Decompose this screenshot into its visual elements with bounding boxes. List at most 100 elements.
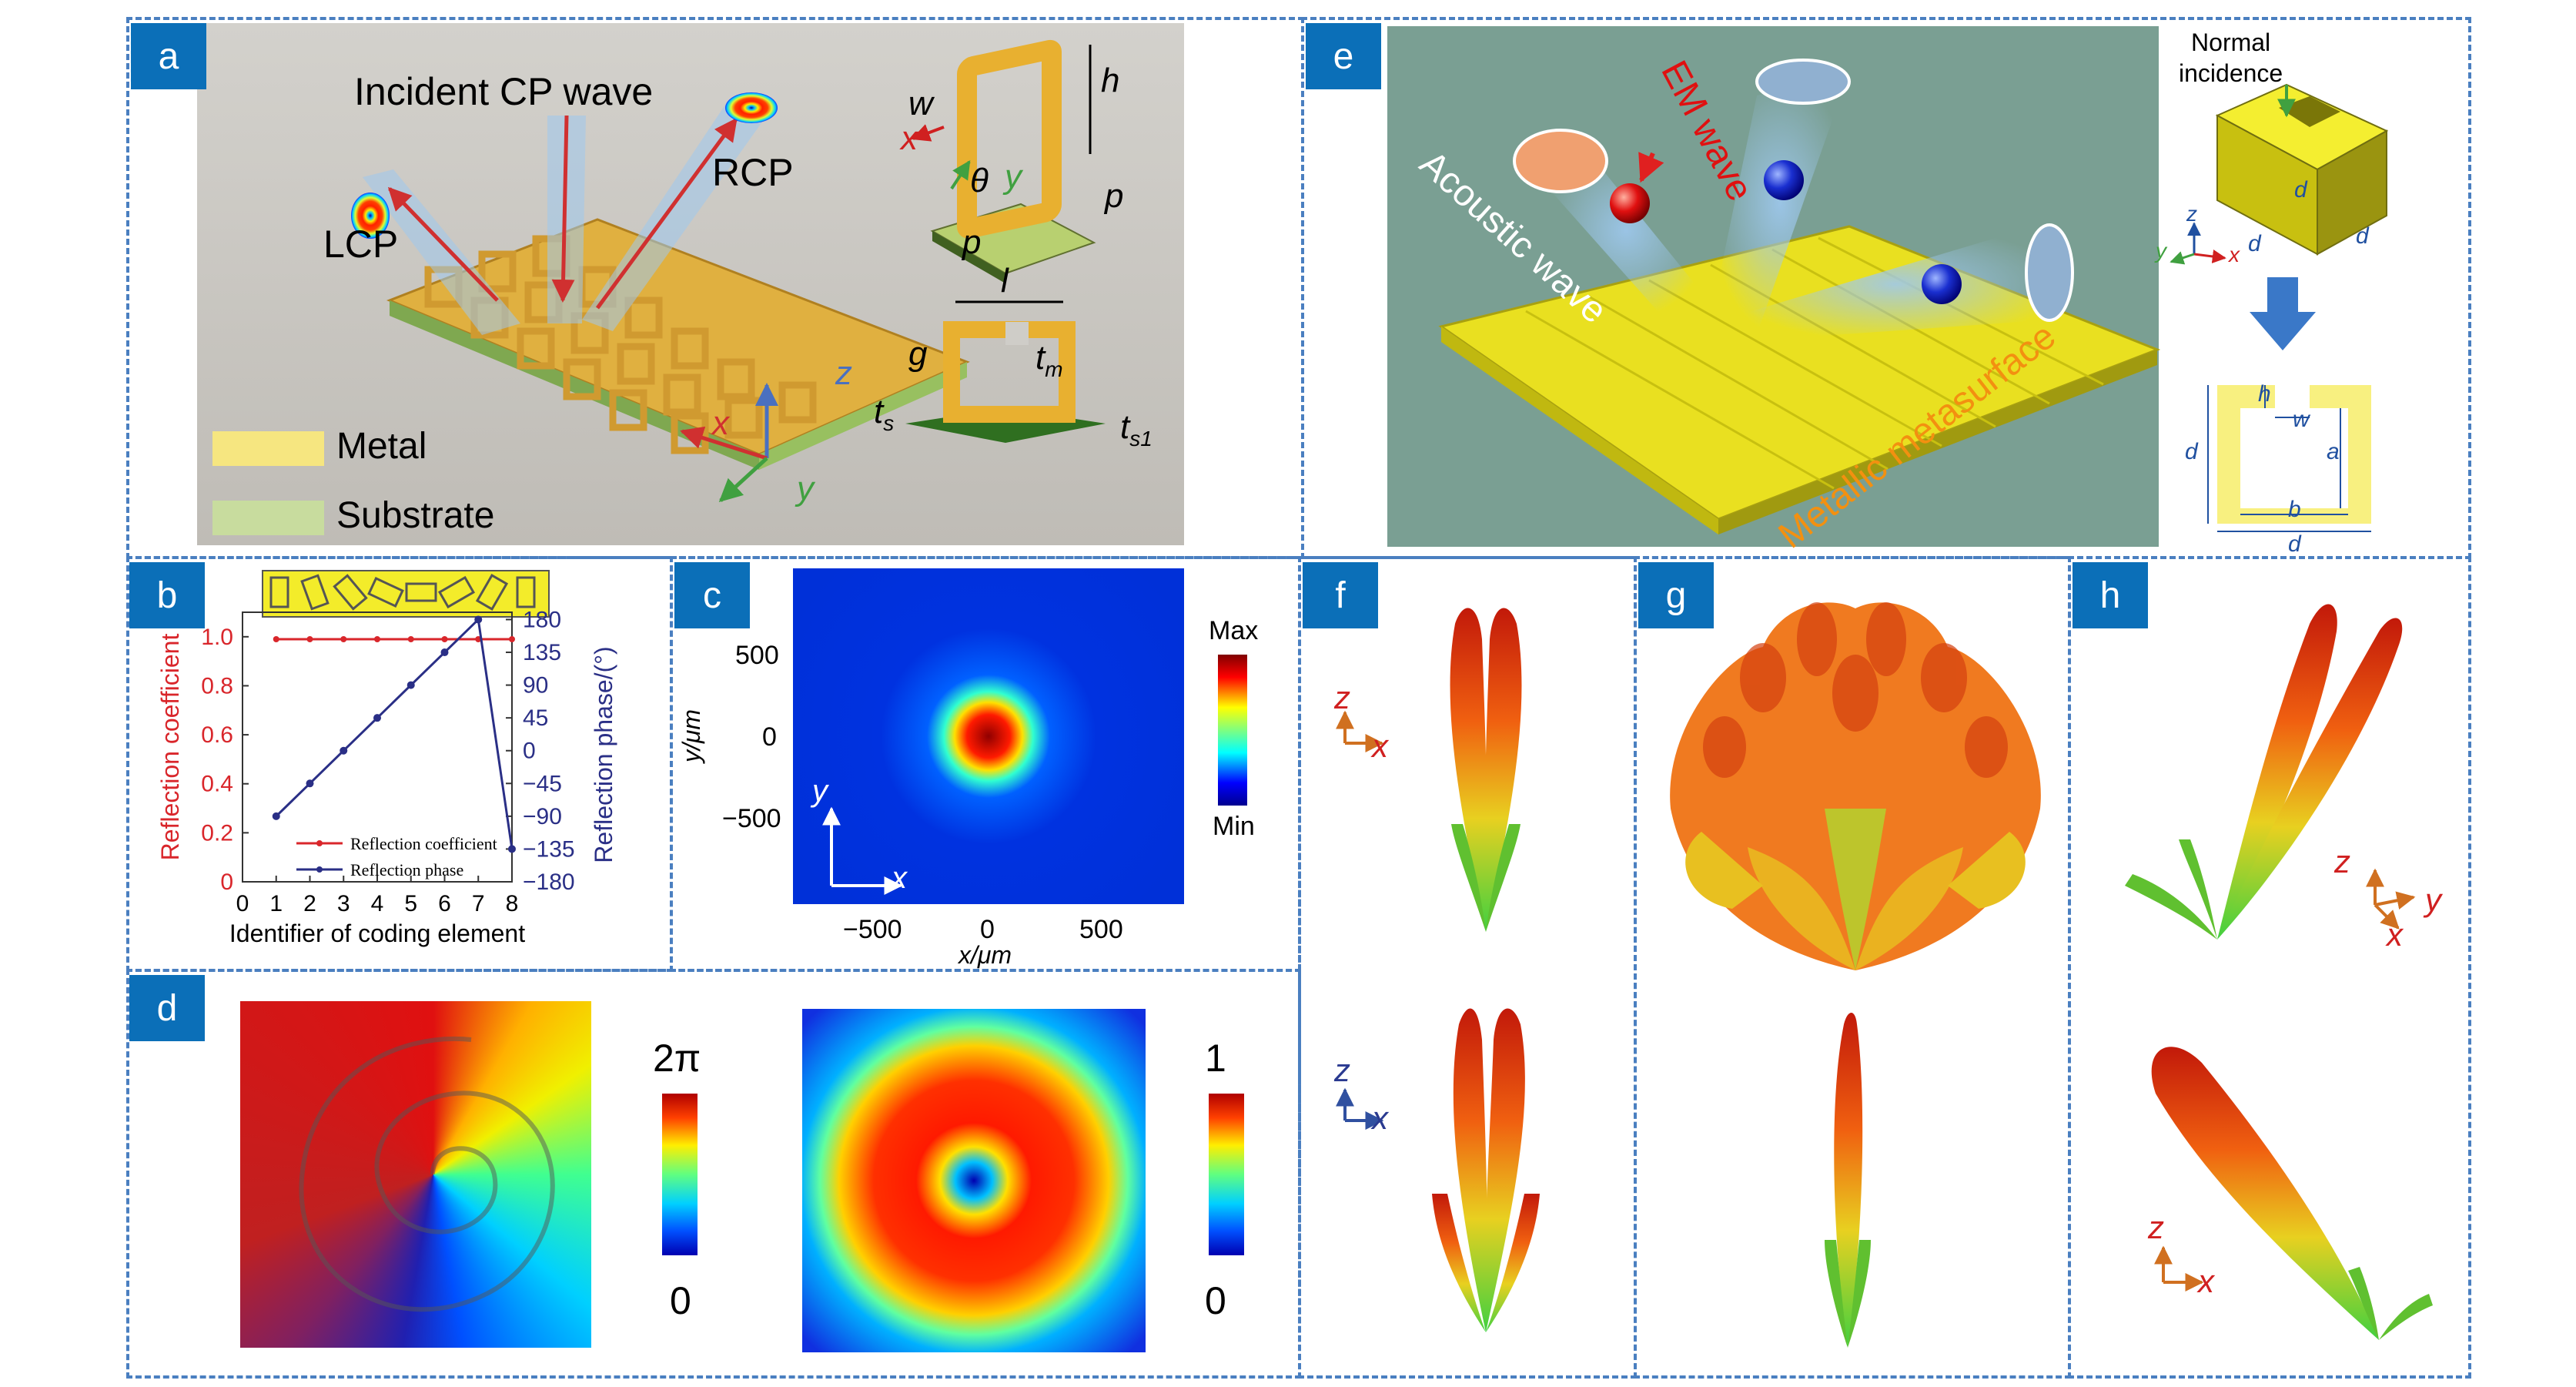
dim-w-e: w (2293, 407, 2310, 432)
u-cell-3d (2215, 83, 2389, 256)
axis-z-label-a: z (835, 354, 852, 392)
dim-g: g (908, 335, 928, 373)
point-reflection-phase (474, 615, 483, 624)
radiation-pattern-h-bottom (2151, 1047, 2433, 1340)
c-axes-glyph (822, 806, 903, 895)
colorbar-c (1218, 655, 1247, 806)
x-tick-label: 3 (337, 891, 350, 916)
panel-label-h: h (2073, 562, 2148, 628)
radiation-pattern-g-top (1670, 602, 2041, 970)
axis-x-label-a: x (712, 404, 729, 442)
dim-w: w (908, 85, 933, 122)
dim-h-e: h (2258, 381, 2271, 407)
y-right-tick-label: −135 (523, 836, 575, 862)
y-right-axis-label: Reflection phase/(°) (590, 646, 617, 863)
h-axis-y-1: y (2425, 882, 2441, 918)
panel-label-c: c (674, 562, 750, 628)
panel-label-g: g (1638, 562, 1714, 628)
y-right-tick-label: −180 (523, 869, 575, 895)
panel-h (2068, 556, 2471, 1379)
colorbar-c-min: Min (1213, 812, 1255, 841)
c-ytick-500: 500 (735, 641, 779, 670)
dim-tm: tm (1035, 339, 1063, 381)
f-axis-x-2: x (1372, 1100, 1388, 1136)
panel-label-b: b (129, 562, 205, 628)
radiation-pattern-g-bottom (1825, 1013, 1871, 1348)
dim-h: h (1101, 62, 1120, 99)
x-tick-label: 0 (236, 891, 249, 916)
y-left-axis-label: Reflection coefficient (156, 634, 184, 861)
axis-x-cell: x (901, 119, 918, 157)
colorbar-c-max: Max (1209, 616, 1259, 645)
y-left-tick-label: 0.4 (201, 772, 233, 797)
x-axis-label: Identifier of coding element (229, 920, 525, 947)
y-right-tick-label: 0 (523, 739, 536, 764)
point-reflection-coefficient (340, 636, 347, 642)
down-arrow (2250, 277, 2316, 350)
dim-d-e-left: d (2185, 439, 2198, 464)
axes-f-top (1336, 710, 1384, 752)
panel-label-d: d (129, 975, 205, 1041)
dim-b-e: b (2288, 497, 2301, 522)
dim-a-e: a (2327, 439, 2340, 464)
axes-e-3d (2170, 222, 2226, 265)
c-ylabel: y/μm (677, 709, 705, 762)
x-tick-label: 6 (438, 891, 451, 916)
dim-ts1: ts1 (1120, 408, 1153, 451)
focal-field-map (793, 568, 1184, 904)
c-ytick-minus500: −500 (722, 804, 781, 833)
axes-h-top (2366, 868, 2416, 930)
normal-incidence-label: Normal incidence (2179, 28, 2283, 87)
panel-label-a: a (131, 23, 206, 89)
axes-f-bottom (1336, 1087, 1384, 1130)
y-right-tick-label: 45 (523, 705, 548, 731)
point-reflection-phase (373, 714, 381, 722)
legend-substrate: Substrate (336, 495, 495, 536)
series-line-reflection-phase (275, 617, 514, 849)
colorbar-d-amp-bottom: 0 (1205, 1279, 1226, 1322)
colorbar-d-amp-top: 1 (1205, 1037, 1226, 1080)
point-reflection-coefficient (306, 636, 313, 642)
x-tick-label: 5 (404, 891, 417, 916)
axis-x-e: x (2229, 243, 2240, 266)
point-reflection-phase (306, 779, 314, 788)
y-left-tick-label: 0.2 (201, 820, 233, 846)
axis-z-e: z (2186, 202, 2197, 226)
legend-metal: Metal (336, 426, 427, 467)
legend-marker-coefficient (316, 840, 323, 846)
c-xlabel: x/μm (958, 941, 1012, 969)
point-reflection-coefficient (441, 636, 448, 642)
dim-d-1: d (2294, 177, 2307, 203)
panel-label-e: e (1306, 23, 1381, 89)
legend-label-coefficient: Reflection coefficient (350, 834, 497, 853)
dim-theta: θ (970, 162, 989, 199)
point-reflection-phase (440, 648, 449, 657)
radiation-pattern-f-top (1450, 608, 1522, 932)
y-left-tick-label: 1.0 (201, 625, 233, 650)
spiral-overlay (299, 1037, 555, 1312)
f-axis-z-2: z (1334, 1052, 1350, 1088)
radiation-pattern-f-bottom (1432, 1008, 1540, 1332)
c-xtick-minus500: −500 (843, 915, 902, 944)
lcp-label: LCP (323, 223, 399, 266)
c-ytick-0: 0 (762, 722, 777, 752)
dim-l: l (1001, 262, 1009, 300)
y-left-tick-label: 0.8 (201, 673, 233, 699)
y-right-tick-label: −45 (523, 771, 562, 796)
y-left-tick-label: 0 (220, 869, 233, 895)
y-right-tick-label: 135 (523, 640, 561, 665)
h-axis-z-1: z (2334, 843, 2350, 879)
legend-label-phase: Reflection phase (350, 860, 463, 879)
axes-h-bottom (2154, 1245, 2204, 1292)
incident-cp-wave-label: Incident CP wave (354, 70, 654, 113)
colorbar-d-phase-top: 2π (653, 1037, 701, 1080)
c-xtick-0: 0 (980, 915, 995, 944)
x-tick-label: 1 (269, 891, 283, 916)
axis-y-label-a: y (797, 470, 814, 508)
dim-d-2: d (2248, 231, 2261, 256)
amplitude-map (802, 1009, 1146, 1352)
c-axis-y: y (812, 774, 828, 808)
colorbar-d-amplitude (1209, 1094, 1244, 1255)
dim-d-e-bottom: d (2288, 531, 2301, 557)
x-tick-label: 8 (506, 891, 519, 916)
